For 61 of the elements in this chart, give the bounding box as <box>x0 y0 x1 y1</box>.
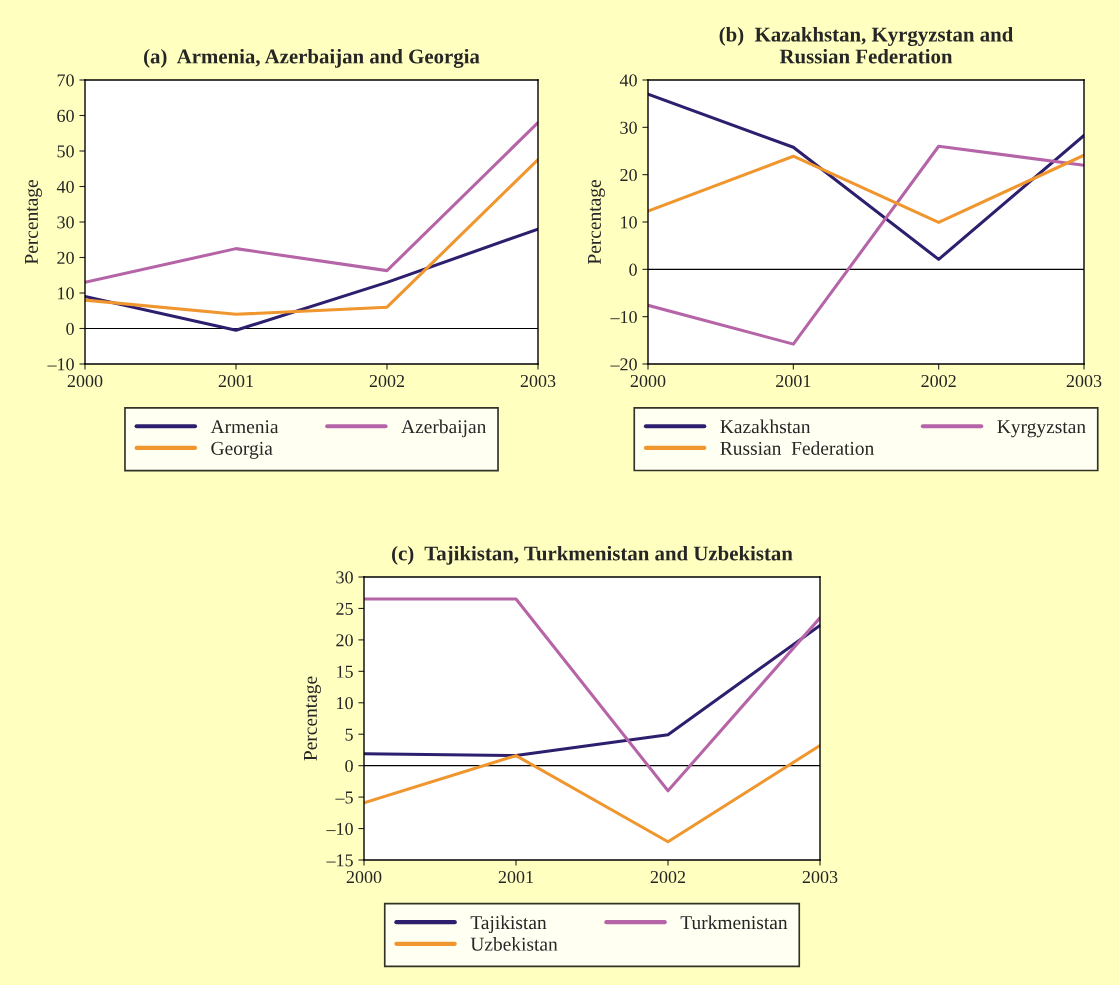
y-tick-label: 30 <box>57 216 74 229</box>
x-tick-label: 2001 <box>776 374 811 388</box>
legend-label: Tajikistan <box>470 915 547 934</box>
line-series <box>85 157 538 316</box>
y-axis-title: Percentage <box>588 180 605 265</box>
x-tick-label: 2002 <box>369 374 405 388</box>
legend-label: Armenia <box>210 420 279 434</box>
x-tick-label: 2000 <box>630 374 666 388</box>
y-tick-label: 15 <box>337 665 353 678</box>
y-tick-label: –10 <box>326 822 353 835</box>
y-tick-label: –10 <box>610 310 637 324</box>
y-tick-label: 70 <box>57 74 74 87</box>
legend-label: Russian Federation <box>720 441 874 455</box>
line-series <box>648 153 1084 224</box>
chart-title: (a) Armenia, Azerbaijan and Georgia <box>144 48 480 68</box>
y-tick-label: –15 <box>326 854 353 867</box>
y-tick-label: 25 <box>336 602 353 615</box>
chart-title: (b) Kazakhstan, Kyrgyzstan and Russian Federation <box>719 26 1014 64</box>
x-tick-label: 2000 <box>67 374 103 388</box>
y-tick-label: 0 <box>66 322 74 335</box>
y-tick-label: –5 <box>335 791 353 804</box>
y-tick-label: 20 <box>620 168 637 182</box>
line-series <box>648 144 1084 346</box>
y-axis-title: Percentage <box>25 180 42 265</box>
y-tick-label: 0 <box>629 263 637 276</box>
y-tick-label: –10 <box>47 358 74 371</box>
x-tick-label: 2003 <box>520 374 556 388</box>
line-series <box>364 623 820 758</box>
y-tick-label: 60 <box>57 109 74 122</box>
y-axis-title: Percentage <box>304 676 321 761</box>
chart-title: (c) Tajikistan, Turkmenistan and Uzbekistan <box>392 545 793 565</box>
line-series <box>364 744 820 844</box>
legend-label: Kyrgyzstan <box>997 420 1086 438</box>
y-tick-label: 30 <box>620 121 637 134</box>
y-tick-label: 30 <box>336 571 353 584</box>
y-tick-label: 20 <box>336 634 353 647</box>
x-tick-label: 2002 <box>921 374 956 388</box>
x-tick-label: 2003 <box>802 870 838 884</box>
y-tick-label: 10 <box>58 287 74 300</box>
line-series <box>85 227 538 332</box>
legend-label: Turkmenistan <box>680 915 788 930</box>
legend-label: Kazakhstan <box>720 419 811 434</box>
y-tick-label: 5 <box>345 728 353 741</box>
y-tick-label: 40 <box>619 74 637 87</box>
legend-label: Georgia <box>211 441 273 459</box>
y-tick-label: 20 <box>57 251 74 264</box>
line-series <box>85 121 538 284</box>
x-tick-label: 2000 <box>346 870 382 884</box>
x-tick-label: 2002 <box>650 870 686 884</box>
y-tick-label: 50 <box>57 145 74 158</box>
legend-label: Azerbaijan <box>401 419 487 438</box>
line-series <box>648 92 1084 261</box>
y-tick-label: 10 <box>621 216 637 229</box>
y-tick-label: 10 <box>337 697 353 710</box>
x-tick-label: 2001 <box>218 374 253 388</box>
y-tick-label: 40 <box>56 180 74 193</box>
x-tick-label: 2003 <box>1066 374 1102 388</box>
y-tick-label: 0 <box>345 759 353 773</box>
x-tick-label: 2001 <box>498 870 533 884</box>
legend-label: Uzbekistan <box>470 937 558 951</box>
y-tick-label: –20 <box>610 358 637 371</box>
